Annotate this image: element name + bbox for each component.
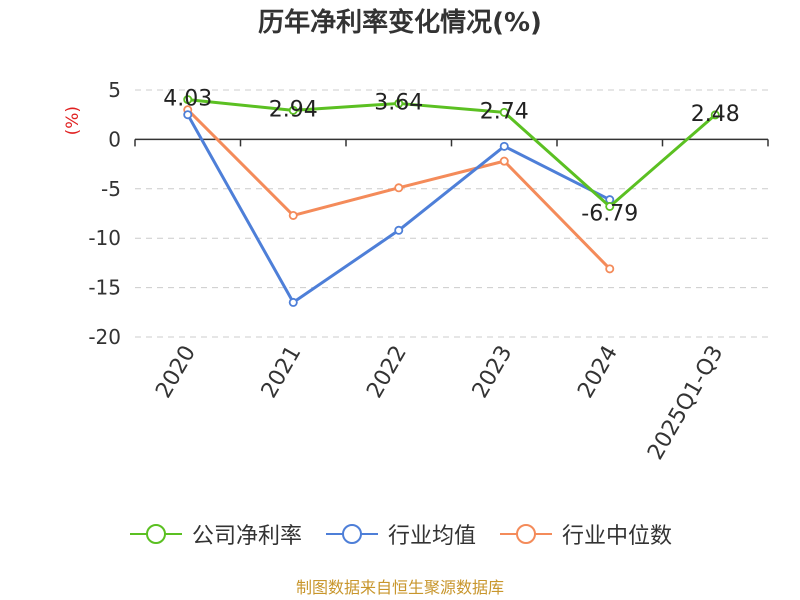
y-axis-label: (%) <box>63 106 83 135</box>
data-point <box>183 110 193 120</box>
data-point <box>288 105 298 115</box>
legend-label-company: 公司净利率 <box>191 524 302 549</box>
legend-swatch-industry-mean-icon <box>325 524 378 544</box>
x-tick-label: 2024 <box>573 342 623 403</box>
data-labels: 4.03 2.94 3.64 2.74 -6.79 2.48 <box>163 87 739 227</box>
data-label: 2.94 <box>269 97 318 122</box>
x-tick-label: 2023 <box>468 342 518 403</box>
legend-item-industry-median[interactable]: 行业中位数 <box>498 518 672 550</box>
axes: 5 0 -5 -10 -15 -20 (%) 2020 2021 2022 2023 2024 2025… <box>63 78 769 465</box>
data-point <box>394 225 404 235</box>
data-point <box>499 156 509 166</box>
data-point <box>605 201 615 211</box>
data-point <box>710 110 720 120</box>
data-point <box>394 183 404 193</box>
data-label: -6.79 <box>581 201 638 226</box>
series-lines <box>183 95 720 307</box>
chart-title: 历年净利率变化情况(%) <box>258 8 542 38</box>
legend: 公司净利率 行业均值 行业中位数 <box>0 518 800 550</box>
y-tick-label: -5 <box>101 177 121 201</box>
grid-lines <box>135 89 768 338</box>
y-tick-label: -15 <box>88 276 121 300</box>
legend-item-industry-mean[interactable]: 行业均值 <box>324 518 476 550</box>
y-tick-label: 0 <box>108 127 121 151</box>
data-point <box>499 141 509 151</box>
x-tick-label: 2022 <box>362 342 412 403</box>
data-label: 3.64 <box>374 90 423 115</box>
legend-label-industry-mean: 行业均值 <box>387 524 476 549</box>
source-note: 制图数据来自恒生聚源数据库 <box>295 578 504 597</box>
data-point <box>605 264 615 274</box>
y-tick-label: -10 <box>88 226 121 250</box>
series-line <box>186 113 611 304</box>
data-label: 4.03 <box>163 87 212 112</box>
data-label: 2.74 <box>480 99 529 124</box>
data-point <box>288 297 298 307</box>
legend-swatch-company-icon <box>129 524 182 544</box>
data-point <box>394 98 404 108</box>
series-line <box>187 98 717 208</box>
legend-swatch-industry-median-icon <box>500 524 552 544</box>
legend-item-company[interactable]: 公司净利率 <box>128 518 302 550</box>
x-tick-label: 2021 <box>257 342 307 403</box>
data-point <box>288 210 298 220</box>
y-tick-label: -20 <box>88 325 121 349</box>
x-tick-label: 2025Q1-Q3 <box>643 342 728 465</box>
y-tick-label: 5 <box>108 78 121 102</box>
data-point <box>499 107 509 117</box>
data-label: 2.48 <box>691 102 740 127</box>
data-point <box>183 95 193 105</box>
x-tick-label: 2020 <box>151 342 201 403</box>
legend-label-industry-median: 行业中位数 <box>562 524 673 549</box>
